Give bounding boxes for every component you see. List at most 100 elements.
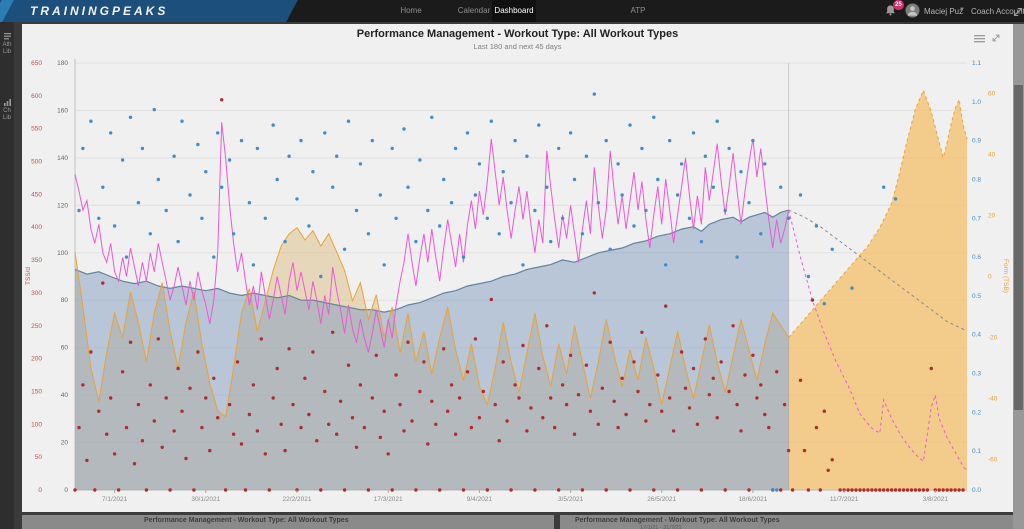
svg-text:30/1/2021: 30/1/2021 [191, 496, 220, 503]
user-avatar[interactable] [905, 3, 920, 23]
svg-text:550: 550 [31, 126, 42, 133]
sidebar-item-chart-library[interactable]: Ch Lib [0, 98, 14, 122]
header-expand-icon[interactable] [1012, 5, 1024, 23]
svg-text:20: 20 [988, 213, 996, 220]
svg-text:600: 600 [31, 93, 42, 100]
tsb-future-line [788, 89, 968, 338]
svg-text:0.8: 0.8 [972, 176, 981, 183]
svg-text:0: 0 [38, 487, 42, 494]
svg-text:120: 120 [57, 202, 68, 209]
svg-text:20: 20 [61, 440, 69, 447]
coach-account-link[interactable]: Coach Account [971, 7, 1024, 16]
svg-text:350: 350 [31, 257, 42, 264]
chart-title: Performance Management - Workout Type: A… [356, 28, 679, 40]
svg-text:0: 0 [988, 274, 992, 281]
bottom-chart-header-1[interactable]: Performance Management - Workout Type: A… [22, 515, 554, 529]
svg-text:TSS/d: TSS/d [25, 267, 32, 285]
chart-menu-icon[interactable] [974, 30, 985, 48]
nav-dashboard[interactable]: Dashboard [492, 0, 536, 22]
svg-text:80: 80 [61, 297, 69, 304]
tss-dots [73, 98, 965, 492]
logo-text: TRAININGPEAKS [30, 4, 169, 18]
bottom-chart-header-2[interactable]: Performance Management - Workout Type: A… [560, 515, 1013, 529]
svg-text:1.1: 1.1 [972, 60, 981, 67]
tsb-future-area-fill [788, 90, 967, 491]
svg-text:180: 180 [57, 60, 68, 67]
chart-library-icon [3, 98, 11, 106]
chart-subtitle: Last 180 and next 45 days [473, 42, 562, 51]
svg-text:3/5/2021: 3/5/2021 [558, 496, 584, 503]
sidebar-item-athlete-library[interactable]: Ath Lib [0, 32, 14, 56]
atl-future-line [788, 209, 968, 472]
svg-text:0.4: 0.4 [972, 332, 981, 339]
nav-atp[interactable]: ATP [630, 6, 646, 15]
svg-text:60: 60 [61, 345, 69, 352]
svg-text:0.6: 0.6 [972, 254, 981, 261]
svg-text:11/7/2021: 11/7/2021 [830, 496, 859, 503]
svg-text:0.2: 0.2 [972, 409, 981, 416]
svg-text:22/2/2021: 22/2/2021 [283, 496, 312, 503]
svg-text:26/5/2021: 26/5/2021 [647, 496, 676, 503]
svg-text:140: 140 [57, 155, 68, 162]
tsb-line [74, 226, 790, 418]
collapsed-sidebar: Ath Lib Ch Lib [0, 22, 14, 529]
svg-text:3/8/2021: 3/8/2021 [923, 496, 949, 503]
bottom-charts-row: Performance Management - Workout Type: A… [22, 512, 1013, 529]
svg-text:650: 650 [31, 60, 42, 67]
svg-text:Form (TSB): Form (TSB) [1002, 259, 1009, 293]
notifications-bell-icon[interactable] [884, 4, 897, 26]
svg-text:-20: -20 [988, 335, 998, 342]
svg-text:60: 60 [988, 91, 996, 98]
user-name[interactable]: Maciej Puz [924, 7, 964, 16]
svg-text:200: 200 [31, 356, 42, 363]
svg-text:-60: -60 [988, 457, 998, 464]
svg-text:17/3/2021: 17/3/2021 [374, 496, 403, 503]
vertical-scrollbar-track[interactable] [1013, 24, 1024, 529]
svg-text:160: 160 [57, 107, 68, 114]
svg-text:150: 150 [31, 388, 42, 395]
svg-text:50: 50 [35, 454, 43, 461]
athlete-library-icon [3, 33, 11, 40]
svg-text:0.7: 0.7 [972, 215, 981, 222]
svg-text:500: 500 [31, 159, 42, 166]
svg-text:18/6/2021: 18/6/2021 [738, 496, 767, 503]
ctl-line [74, 209, 789, 313]
user-menu-caret-icon[interactable]: ▼ [959, 7, 965, 13]
area-fills [75, 90, 967, 491]
svg-text:0.9: 0.9 [972, 138, 981, 145]
svg-text:-40: -40 [988, 396, 998, 403]
vertical-scrollbar-thumb[interactable] [1014, 85, 1023, 410]
bottom-chart-subtitle: 17/1/21 - 31/7/21 [640, 525, 682, 529]
svg-text:40: 40 [61, 392, 69, 399]
axis-labels: 0501001502002503003504004505005506006500… [25, 60, 1009, 494]
svg-text:7/1/2021: 7/1/2021 [102, 496, 128, 503]
if-dots [77, 92, 898, 492]
svg-text:40: 40 [988, 152, 996, 159]
nav-home[interactable]: Home [400, 6, 422, 15]
pmc-chart-panel: 0 50 100 150 200 250 300 350 400 450 500 550 600 650 0… [22, 24, 1013, 512]
svg-text:9/4/2021: 9/4/2021 [467, 496, 493, 503]
sidebar-item-label: Ch Lib [2, 107, 11, 121]
sidebar-item-label: Ath Lib [2, 42, 12, 55]
x-axis-labels: 7/1/2021 30/1/2021 22/2/2021 17/3/2021 9/4/2… [102, 490, 948, 503]
notification-count-badge[interactable]: 25 [893, 0, 904, 10]
trainingpeaks-logo[interactable]: TRAININGPEAKS [0, 0, 310, 22]
svg-text:400: 400 [31, 224, 42, 231]
svg-text:450: 450 [31, 191, 42, 198]
ctl-area-fill [75, 210, 789, 490]
svg-text:250: 250 [31, 323, 42, 330]
svg-text:1.0: 1.0 [972, 99, 981, 106]
chart-expand-icon[interactable] [991, 30, 1001, 48]
svg-text:300: 300 [31, 290, 42, 297]
svg-text:0.1: 0.1 [972, 448, 981, 455]
bottom-chart-title: Performance Management - Workout Type: A… [575, 517, 780, 524]
top-header-bar: TRAININGPEAKS Home Calendar Dashboard AT… [0, 0, 1024, 22]
bottom-chart-title: Performance Management - Workout Type: A… [144, 517, 349, 524]
atl-line [74, 122, 790, 353]
svg-text:0: 0 [64, 487, 68, 494]
svg-text:0.5: 0.5 [972, 293, 981, 300]
svg-text:0.0: 0.0 [972, 487, 981, 494]
pmc-chart: 0501001502002503003504004505005506006500… [25, 59, 1009, 503]
nav-calendar[interactable]: Calendar [457, 6, 491, 15]
